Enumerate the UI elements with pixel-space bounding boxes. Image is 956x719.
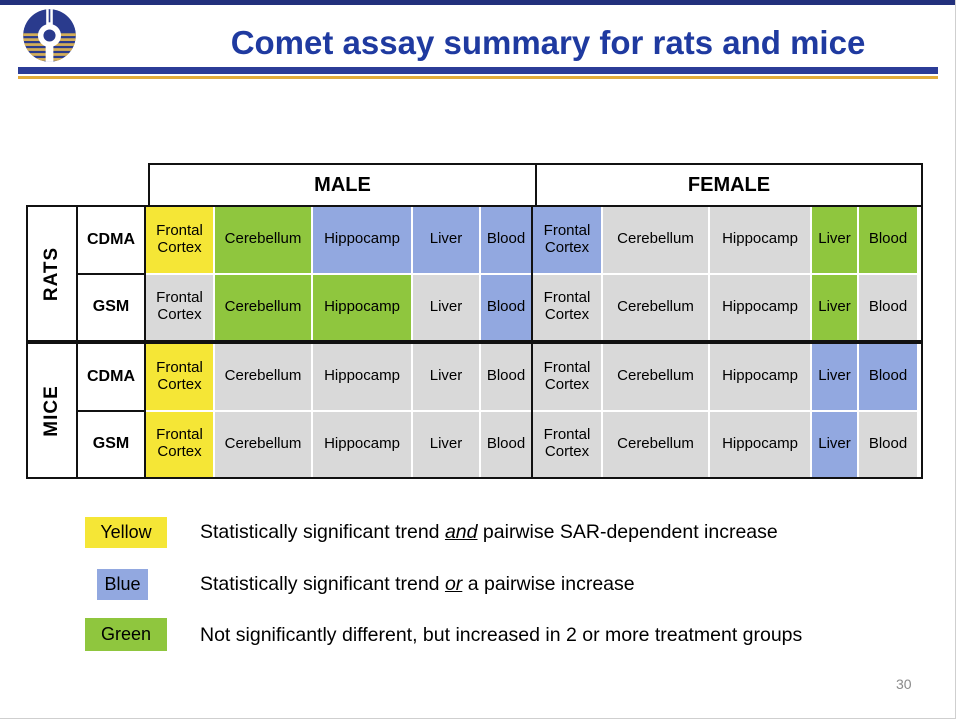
legend-description-blue: Statistically significant trend or a pai…	[200, 573, 635, 595]
tissue-cell: Blood	[859, 207, 917, 273]
tissue-cell: Frontal Cortex	[146, 274, 213, 340]
male-female-divider	[531, 344, 533, 477]
tissue-cell: Liver	[413, 411, 479, 477]
legend-description-yellow: Statistically significant trend and pair…	[200, 521, 778, 543]
tissue-cell: Blood	[859, 274, 917, 340]
modulation-cell: CDMA	[78, 344, 144, 412]
species-group-rats: RATS CDMA GSM Frontal Cortex Cerebellum Hippo…	[26, 205, 923, 342]
tissue-cell: Frontal Cortex	[146, 207, 213, 273]
tissue-cell: Cerebellum	[603, 207, 708, 273]
tissue-cell: Frontal Cortex	[146, 411, 213, 477]
tissue-cell: Frontal Cortex	[533, 274, 601, 340]
tissue-cell: Hippocamp	[710, 344, 810, 410]
species-label-text: RATS	[41, 246, 62, 301]
tissue-cell: Frontal Cortex	[533, 411, 601, 477]
tissue-cell: Cerebellum	[603, 344, 708, 410]
page-number: 30	[896, 676, 912, 692]
tissue-cell: Hippocamp	[710, 274, 810, 340]
female-column-header: FEMALE	[535, 163, 923, 207]
legend-swatch-yellow: Yellow	[85, 517, 167, 548]
legend-swatch-green: Green	[85, 618, 167, 651]
tissue-cell: Hippocamp	[710, 411, 810, 477]
tissue-cell: Liver	[812, 207, 857, 273]
modulation-cell: CDMA	[78, 207, 144, 275]
tissue-cell: Blood	[859, 344, 917, 410]
tissue-cell: Liver	[413, 274, 479, 340]
modulation-cell: GSM	[92, 435, 130, 453]
legend-swatch-label: Blue	[104, 574, 141, 594]
tissue-cell: Frontal Cortex	[533, 207, 601, 273]
tissue-cell: Blood	[859, 411, 917, 477]
modulation-cell: GSM	[92, 298, 130, 316]
tissue-cell: Cerebellum	[603, 411, 708, 477]
tissue-cell: Frontal Cortex	[533, 344, 601, 410]
legend-swatch-label: Green	[100, 624, 152, 644]
modulation-column: CDMA GSM	[78, 207, 146, 340]
male-tissue-grid: Frontal Cortex Cerebellum Hippocamp Liver Bl…	[146, 344, 531, 477]
tissue-cell: Cerebellum	[215, 207, 311, 273]
tissue-cell: Blood	[481, 411, 531, 477]
tissue-cell: Blood	[481, 344, 531, 410]
legend-description-green: Not significantly different, but increas…	[200, 624, 803, 646]
tissue-cell: Hippocamp	[313, 274, 411, 340]
legend-emphasized-word: and	[444, 521, 478, 543]
tissue-cell: Liver	[812, 411, 857, 477]
tissue-cell: Cerebellum	[215, 411, 311, 477]
tissue-cell: Cerebellum	[603, 274, 708, 340]
tissue-cell: Liver	[413, 344, 479, 410]
legend-emphasized-word: or	[444, 573, 463, 595]
slide-title: Comet assay summary for rats and mice	[230, 24, 866, 61]
species-label-text: MICE	[41, 384, 62, 437]
tissue-cell: Cerebellum	[215, 344, 311, 410]
modulation-column: CDMA GSM	[78, 344, 146, 477]
tissue-cell: Hippocamp	[313, 411, 411, 477]
title-underline-gold	[18, 76, 938, 79]
legend-swatch-label: Yellow	[100, 522, 152, 542]
species-label: RATS	[28, 207, 78, 340]
tissue-cell: Blood	[481, 207, 531, 273]
tissue-cell: Liver	[812, 344, 857, 410]
top-accent-bar	[0, 0, 955, 5]
female-tissue-grid: Frontal Cortex Cerebellum Hippocamp Liver Bl…	[533, 207, 917, 340]
species-label: MICE	[28, 344, 78, 477]
legend-swatch-blue: Blue	[97, 569, 148, 600]
male-female-divider	[531, 207, 533, 340]
tissue-cell: Frontal Cortex	[146, 344, 213, 410]
tissue-cell: Hippocamp	[710, 207, 810, 273]
tissue-cell: Hippocamp	[313, 207, 411, 273]
female-tissue-grid: Frontal Cortex Cerebellum Hippocamp Liver Bl…	[533, 344, 917, 477]
title-underline-blue	[18, 67, 938, 74]
male-tissue-grid: Frontal Cortex Cerebellum Hippocamp Liver Bl…	[146, 207, 531, 340]
male-column-header: MALE	[148, 163, 537, 207]
institute-emblem-logo	[22, 8, 77, 63]
tissue-cell: Blood	[481, 274, 531, 340]
species-group-mice: MICE CDMA GSM Frontal Cortex Cerebellum Hippo…	[26, 342, 923, 479]
tissue-cell: Hippocamp	[313, 344, 411, 410]
tissue-cell: Liver	[413, 207, 479, 273]
tissue-cell: Cerebellum	[215, 274, 311, 340]
comet-assay-table: RATS CDMA GSM Frontal Cortex Cerebellum Hippo…	[26, 205, 923, 479]
tissue-cell: Liver	[812, 274, 857, 340]
emblem-icon	[23, 9, 76, 62]
